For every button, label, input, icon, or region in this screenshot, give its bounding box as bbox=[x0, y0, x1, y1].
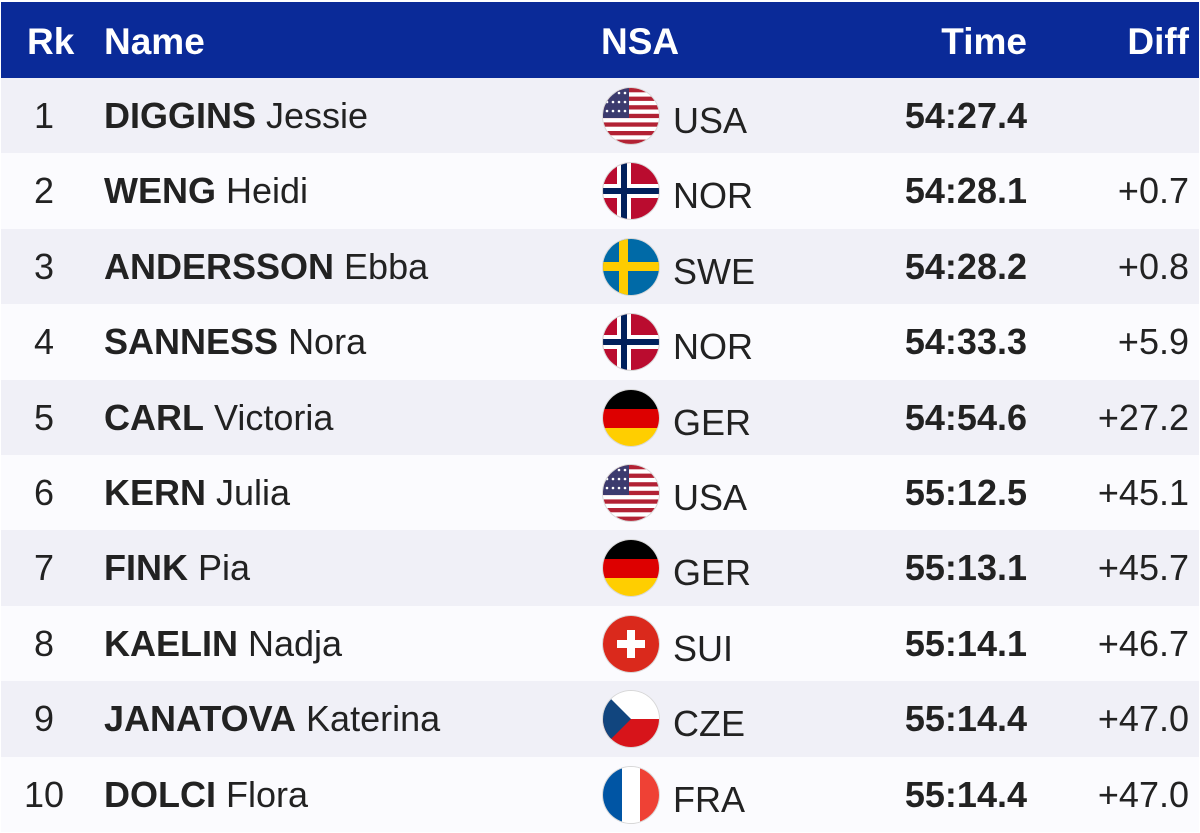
time-cell: 55:14.4 bbox=[904, 773, 1027, 815]
table-header: Rk Name NSA Time Diff bbox=[1, 2, 1199, 78]
cze-flag-icon bbox=[603, 691, 659, 748]
nsa-code: NOR bbox=[673, 175, 753, 217]
athlete-name[interactable]: KERN Julia bbox=[104, 472, 290, 514]
diff-cell: +0.7 bbox=[1117, 170, 1189, 212]
diff-cell: +0.8 bbox=[1117, 245, 1189, 287]
diff-cell: +45.7 bbox=[1097, 547, 1189, 589]
athlete-given-name: Heidi bbox=[226, 170, 309, 212]
athlete-surname: SANNESS bbox=[104, 321, 279, 363]
time-cell: 55:13.1 bbox=[904, 547, 1027, 589]
ger-flag-icon bbox=[603, 389, 659, 446]
athlete-given-name: Victoria bbox=[214, 396, 334, 438]
athlete-given-name: Nora bbox=[288, 321, 367, 363]
rank-cell: 7 bbox=[33, 547, 55, 589]
nsa-code: FRA bbox=[673, 778, 745, 820]
athlete-surname: KERN bbox=[104, 472, 207, 513]
athlete-name[interactable]: JANATOVA Katerina bbox=[104, 698, 440, 740]
header-rank: Rk bbox=[27, 21, 75, 62]
usa-flag-icon bbox=[603, 88, 659, 144]
nsa-code: SUI bbox=[673, 627, 734, 669]
header-diff: Diff bbox=[1127, 21, 1189, 62]
athlete-surname: WENG bbox=[104, 170, 216, 212]
time-cell: 54:27.4 bbox=[904, 95, 1027, 136]
rank-cell: 2 bbox=[33, 170, 55, 212]
swe-flag-icon bbox=[603, 238, 659, 295]
rank-cell: 3 bbox=[33, 245, 55, 287]
table-row: 10 DOLCI Flora FRA 55:14.4 +47.0 bbox=[1, 756, 1199, 832]
diff-cell: +46.7 bbox=[1097, 622, 1189, 664]
rank-cell: 6 bbox=[33, 472, 55, 513]
table-row: 7 FINK Pia GER 55:13.1 +45.7 bbox=[1, 530, 1199, 606]
table-row: 8 KAELIN Nadja SUI 55:14.1 +46.7 bbox=[1, 605, 1199, 682]
athlete-name[interactable]: DIGGINS Jessie bbox=[104, 95, 368, 137]
table-row: 3 ANDERSSON Ebba SWE 54:28.2 +0.8 bbox=[1, 228, 1199, 305]
athlete-name[interactable]: CARL Victoria bbox=[104, 397, 333, 439]
header-name: Name bbox=[104, 21, 205, 62]
nsa-code: GER bbox=[673, 401, 752, 443]
diff-cell: +47.0 bbox=[1097, 698, 1189, 740]
time-cell: 54:28.1 bbox=[904, 170, 1027, 212]
athlete-given-name: Ebba bbox=[344, 245, 429, 287]
time-cell: 54:28.2 bbox=[904, 245, 1027, 287]
athlete-surname: DOLCI bbox=[104, 773, 216, 815]
time-cell: 55:12.5 bbox=[904, 472, 1027, 513]
athlete-name[interactable]: DOLCI Flora bbox=[104, 774, 308, 816]
header-nsa: NSA bbox=[601, 21, 680, 62]
athlete-surname: KAELIN bbox=[104, 622, 238, 664]
athlete-name[interactable]: FINK Pia bbox=[104, 547, 250, 589]
table-row: 1 DIGGINS Jessie USA 54:27.4 bbox=[1, 78, 1199, 154]
table-row: 2 WENG Heidi NOR 54:28.1 +0.7 bbox=[1, 153, 1199, 229]
athlete-name[interactable]: WENG Heidi bbox=[104, 170, 308, 212]
nor-flag-icon bbox=[603, 163, 659, 220]
time-cell: 54:54.6 bbox=[904, 396, 1027, 438]
fra-flag-icon bbox=[603, 766, 659, 823]
rank-cell: 1 bbox=[33, 95, 55, 136]
nsa-code: USA bbox=[673, 477, 748, 518]
athlete-given-name: Nadja bbox=[248, 622, 343, 664]
nsa-code: SWE bbox=[673, 250, 756, 292]
athlete-given-name: Flora bbox=[226, 773, 309, 815]
nsa-code: USA bbox=[673, 100, 748, 141]
nsa-code: CZE bbox=[673, 703, 745, 745]
nsa-code: NOR bbox=[673, 326, 753, 368]
rank-cell: 5 bbox=[33, 396, 55, 438]
athlete-surname: JANATOVA bbox=[104, 698, 297, 740]
athlete-name[interactable]: ANDERSSON Ebba bbox=[104, 246, 428, 288]
athlete-surname: CARL bbox=[104, 396, 204, 438]
rank-cell: 9 bbox=[33, 698, 55, 740]
diff-cell: +45.1 bbox=[1097, 472, 1189, 513]
athlete-given-name: Pia bbox=[198, 547, 251, 589]
ger-flag-icon bbox=[603, 540, 659, 597]
athlete-surname: ANDERSSON bbox=[104, 245, 335, 287]
athlete-surname: DIGGINS bbox=[104, 95, 257, 136]
table-row: 6 KERN Julia USA 55:12.5 +45.1 bbox=[1, 455, 1199, 531]
athlete-surname: FINK bbox=[104, 547, 188, 589]
time-cell: 55:14.4 bbox=[904, 698, 1027, 740]
nsa-code: GER bbox=[673, 552, 752, 594]
rank-cell: 10 bbox=[23, 773, 65, 815]
athlete-given-name: Julia bbox=[216, 472, 291, 513]
sui-flag-icon bbox=[603, 615, 659, 672]
header-time: Time bbox=[941, 21, 1027, 62]
diff-cell: +47.0 bbox=[1097, 773, 1189, 815]
diff-cell: +5.9 bbox=[1117, 321, 1189, 363]
diff-cell: +27.2 bbox=[1097, 396, 1189, 438]
usa-flag-icon bbox=[603, 465, 659, 521]
athlete-name[interactable]: SANNESS Nora bbox=[104, 321, 366, 363]
rank-cell: 4 bbox=[33, 321, 55, 363]
nor-flag-icon bbox=[603, 314, 659, 371]
athlete-given-name: Katerina bbox=[306, 698, 441, 740]
time-cell: 55:14.1 bbox=[904, 622, 1027, 664]
athlete-given-name: Jessie bbox=[266, 95, 369, 136]
time-cell: 54:33.3 bbox=[904, 321, 1027, 363]
athlete-name[interactable]: KAELIN Nadja bbox=[104, 623, 342, 665]
table-row: 5 CARL Victoria GER 54:54.6 +27.2 bbox=[1, 379, 1199, 455]
table-row: 4 SANNESS Nora NOR 54:33.3 +5.9 bbox=[1, 304, 1199, 380]
table-row: 9 JANATOVA Katerina CZE 55:14.4 +47.0 bbox=[1, 681, 1199, 757]
rank-cell: 8 bbox=[33, 622, 55, 664]
